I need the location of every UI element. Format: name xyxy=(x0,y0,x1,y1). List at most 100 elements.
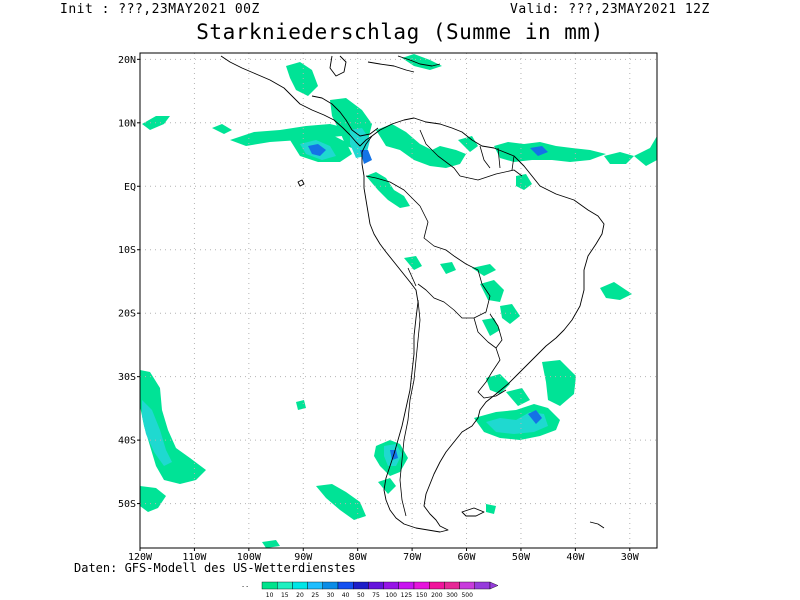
precip-area-heavy xyxy=(308,144,326,156)
precip-area-heavy xyxy=(530,146,548,156)
cuba-coast xyxy=(367,61,415,73)
colorbar-arrow xyxy=(489,581,499,590)
colorbar-swatch xyxy=(413,581,430,590)
precip-area-light xyxy=(230,124,346,146)
country-borders xyxy=(365,129,523,517)
lat-label: 10N xyxy=(118,118,136,129)
precip-area-light xyxy=(486,374,510,394)
colorbar-swatch xyxy=(398,581,415,590)
lat-label: 20S xyxy=(118,309,136,320)
precip-area-light xyxy=(480,280,504,302)
precipitation-areas xyxy=(140,54,657,548)
precip-area-light xyxy=(500,304,520,324)
data-credit: Daten: GFS-Modell des US-Wetterdienstes xyxy=(74,561,356,575)
precip-area-light xyxy=(404,256,422,270)
colorbar-dashes: - - xyxy=(242,583,248,590)
colorbar-swatch xyxy=(429,581,445,590)
lon-label: 110W xyxy=(182,552,207,563)
south-georgia-coast xyxy=(589,521,605,529)
precip-area-light xyxy=(378,478,396,494)
precip-area-light xyxy=(212,124,232,134)
colorbar-swatch xyxy=(383,581,400,590)
central-america-coast xyxy=(220,55,373,147)
precip-area-light xyxy=(286,62,318,96)
colorbar-swatch xyxy=(368,581,384,590)
precip-area-light xyxy=(402,54,442,70)
lon-label: 50W xyxy=(512,552,531,563)
border-guyanas xyxy=(479,145,515,171)
colorbar-swatch xyxy=(261,581,278,590)
precip-area-light xyxy=(516,174,532,190)
colorbar-swatch xyxy=(474,581,491,590)
galapagos-coast xyxy=(297,179,305,187)
border-peru-chile xyxy=(407,267,417,287)
precip-area-light xyxy=(494,142,606,162)
border-colombia-venezuela xyxy=(419,129,461,177)
falklands-coast xyxy=(461,507,485,517)
hispaniola-coast xyxy=(397,55,441,67)
precip-area-light xyxy=(440,262,456,274)
yucatan-coast xyxy=(329,55,347,77)
precip-area-light xyxy=(486,504,496,514)
colorbar: - - 10 15 20 25 30 40 50 75 100 125 150 200 300 500 xyxy=(242,581,499,599)
precip-area-light xyxy=(366,172,410,208)
precip-area-light xyxy=(472,264,496,276)
precip-area-light xyxy=(296,400,306,410)
lat-label: EQ xyxy=(124,182,136,193)
precip-area-light xyxy=(140,486,166,512)
colorbar-swatch xyxy=(459,581,476,590)
lon-label: 40W xyxy=(566,552,585,563)
border-brazil-north xyxy=(459,169,523,181)
south-america-coast xyxy=(361,117,605,533)
precip-area-medium xyxy=(142,400,172,466)
coastlines xyxy=(220,55,605,533)
lon-label: 120W xyxy=(128,552,153,563)
lon-label: 90W xyxy=(294,552,313,563)
lat-label: 30S xyxy=(118,372,136,383)
border-bolivia xyxy=(417,255,491,319)
colorbar-level-label: 200 xyxy=(431,592,443,599)
colorbar-level-label: 10 xyxy=(266,592,274,599)
precip-area-light xyxy=(634,136,657,166)
colorbar-swatch xyxy=(353,581,369,590)
precip-area-light xyxy=(604,152,634,164)
map-title: Starkniederschlag (Summe in mm) xyxy=(196,20,604,44)
lon-label: 100W xyxy=(237,552,262,563)
colorbar-level-label: 30 xyxy=(327,592,335,599)
colorbar-swatch xyxy=(444,581,460,590)
init-time-label: Init : ???,23MAY2021 00Z xyxy=(60,2,260,17)
precip-area-light xyxy=(458,136,478,152)
lon-label: 60W xyxy=(457,552,476,563)
colorbar-level-label: 20 xyxy=(296,592,304,599)
precip-area-light xyxy=(600,282,632,300)
colorbar-level-label: 300 xyxy=(446,592,458,599)
map-frame xyxy=(139,52,658,549)
central-america-caribbean-coast xyxy=(311,95,379,137)
colorbar-swatch xyxy=(322,581,339,590)
colorbar-level-label: 50 xyxy=(357,592,365,599)
border-chile-argentina xyxy=(399,299,421,517)
colorbar-level-label: 15 xyxy=(281,592,289,599)
colorbar-level-label: 75 xyxy=(372,592,380,599)
precip-area-light xyxy=(506,388,530,406)
lat-label: 40S xyxy=(118,436,136,447)
colorbar-level-label: 150 xyxy=(416,592,428,599)
lat-label: 20N xyxy=(118,55,136,66)
border-peru-brazil xyxy=(419,205,455,257)
precip-area-heavy xyxy=(528,410,542,424)
colorbar-level-label: 500 xyxy=(461,592,473,599)
precip-area-light xyxy=(542,360,576,406)
colorbar-swatch xyxy=(307,581,324,590)
precip-area-light xyxy=(262,540,280,548)
colorbar-level-label: 40 xyxy=(342,592,350,599)
precip-area-light xyxy=(482,318,500,336)
lon-label: 30W xyxy=(621,552,640,563)
map-graticule xyxy=(139,53,657,548)
longitude-labels: 120W 110W 100W 90W 80W 70W 60W 50W 40W 30W xyxy=(128,548,640,563)
precip-area-light xyxy=(376,124,466,168)
lat-label: 50S xyxy=(118,499,136,510)
colorbar-level-label: 100 xyxy=(385,592,397,599)
valid-time-label: Valid: ???,23MAY2021 12Z xyxy=(510,2,710,17)
colorbar-swatch xyxy=(277,581,293,590)
